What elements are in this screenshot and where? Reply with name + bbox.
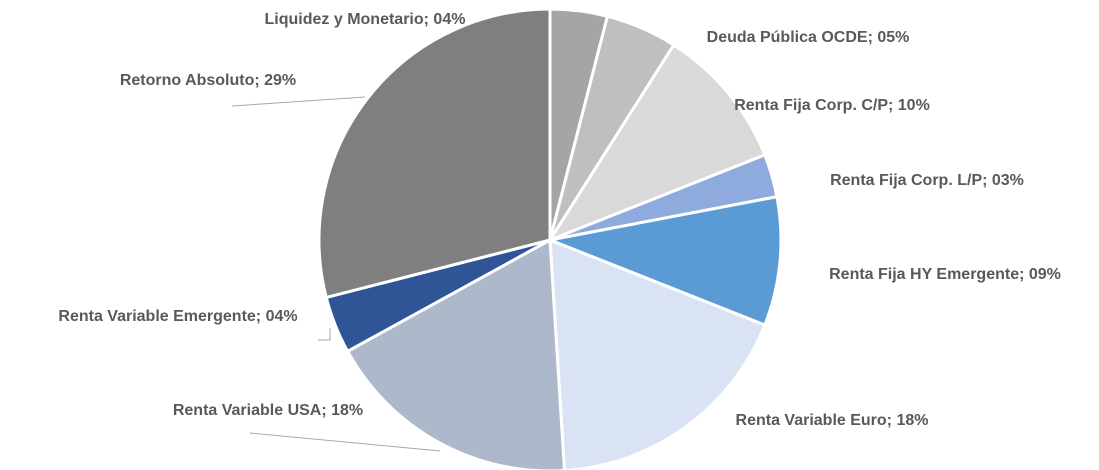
data-label: Renta Fija Corp. L/P; 03% bbox=[830, 172, 1024, 189]
pie-slice bbox=[548, 237, 767, 470]
data-label: Renta Fija HY Emergente; 09% bbox=[829, 266, 1061, 283]
leader-line bbox=[231, 96, 366, 107]
data-label: Renta Variable USA; 18% bbox=[173, 402, 363, 419]
leader-line bbox=[318, 328, 331, 341]
leader-line bbox=[249, 432, 441, 452]
data-label: Liquidez y Monetario; 04% bbox=[265, 11, 466, 28]
data-label: Deuda Pública OCDE; 05% bbox=[707, 29, 910, 46]
pie-slice bbox=[317, 7, 552, 300]
pie-slice bbox=[546, 42, 767, 244]
data-label: Renta Variable Emergente; 04% bbox=[58, 308, 297, 325]
data-label: Renta Fija Corp. C/P; 10% bbox=[734, 97, 930, 114]
data-label: Retorno Absoluto; 29% bbox=[120, 72, 296, 89]
data-label: Renta Variable Euro; 18% bbox=[736, 412, 929, 429]
pie-slice bbox=[544, 194, 783, 327]
pie-slice bbox=[345, 237, 566, 470]
